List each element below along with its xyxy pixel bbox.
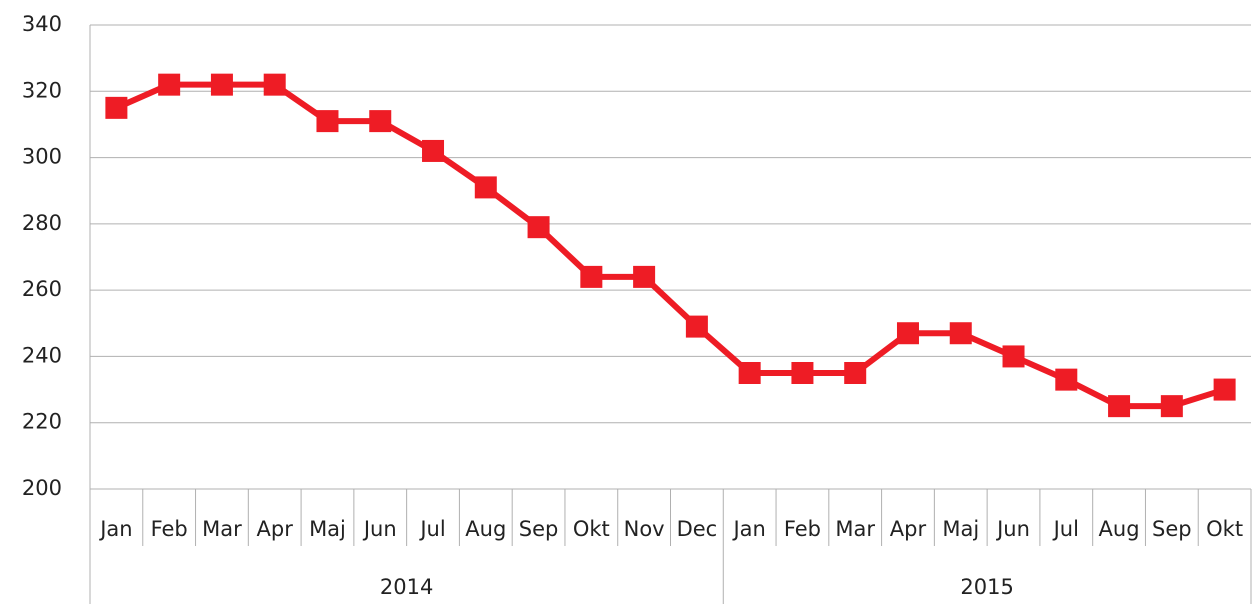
x-tick-label: Maj [309,517,346,541]
x-tick-label: Maj [942,517,979,541]
y-tick-label: 200 [22,476,62,500]
x-tick-label: Apr [257,517,294,541]
marker [1160,395,1183,418]
y-tick-label: 220 [22,410,62,434]
x-tick-label: Feb [151,517,188,541]
x-tick-label: Aug [465,517,506,541]
marker [633,265,656,288]
x-tick-label: Jan [98,517,132,541]
x-tick-label: Jun [362,517,397,541]
marker [896,322,919,345]
y-tick-label: 320 [22,78,62,102]
marker [685,315,708,338]
marker [527,216,550,239]
marker [949,322,972,345]
y-tick-label: 260 [22,277,62,301]
marker [210,73,233,96]
marker [1213,378,1236,401]
marker [105,96,128,119]
x-tick-label: Jul [1052,517,1079,541]
y-tick-label: 240 [22,343,62,367]
marker [580,265,603,288]
marker [474,176,497,199]
marker [738,362,761,384]
marker [1108,395,1131,418]
y-tick-label: 280 [22,211,62,235]
x-tick-label: Mar [835,517,875,541]
x-tick-label: Okt [1206,517,1243,541]
x-tick-label: Feb [784,517,821,541]
marker [263,73,286,96]
x-tick-label: Okt [573,517,610,541]
marker [1002,345,1025,368]
marker [316,110,339,133]
marker [791,362,814,384]
x-tick-label: Mar [202,517,242,541]
group-label: 2015 [960,575,1013,599]
marker [1055,368,1078,391]
x-tick-label: Apr [890,517,927,541]
group-label: 2014 [380,575,433,599]
marker [369,110,392,133]
x-tick-label: Sep [519,517,559,541]
x-tick-label: Aug [1099,517,1140,541]
marker [844,362,867,384]
marker [422,139,445,162]
x-tick-label: Jan [731,517,765,541]
y-tick-label: 300 [22,145,62,169]
x-tick-label: Dec [677,517,718,541]
x-tick-label: Nov [624,517,665,541]
x-tick-label: Jun [995,517,1030,541]
x-tick-label: Sep [1152,517,1192,541]
y-tick-label: 340 [22,12,62,36]
line [115,81,1226,410]
marker [158,73,181,96]
x-tick-label: Jul [418,517,445,541]
